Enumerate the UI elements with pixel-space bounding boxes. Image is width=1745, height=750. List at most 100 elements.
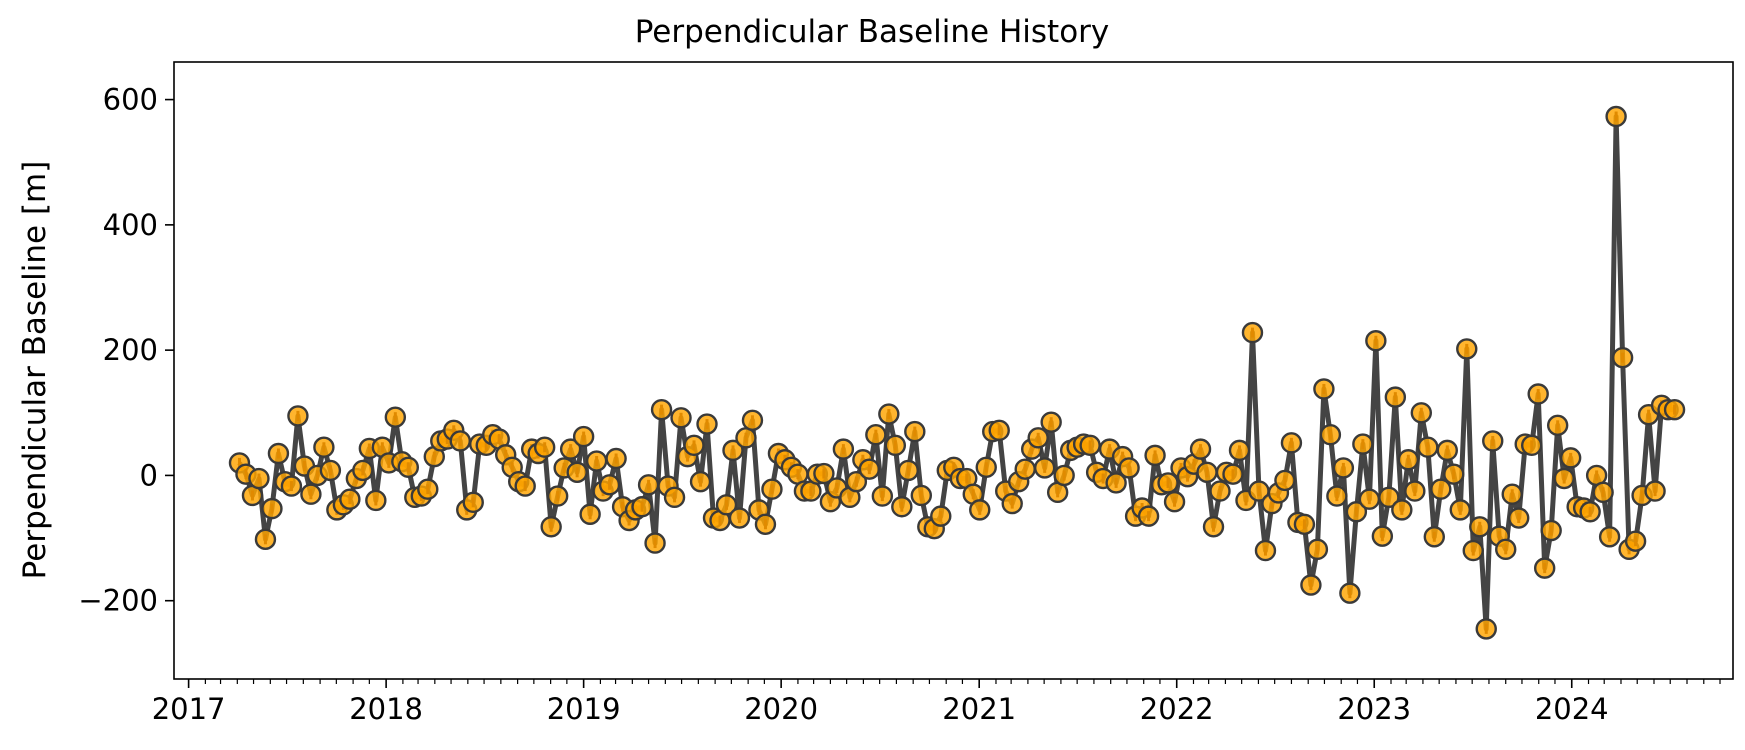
data-point bbox=[280, 475, 303, 497]
data-point bbox=[1196, 461, 1218, 483]
data-point bbox=[884, 434, 907, 457]
data-point bbox=[650, 398, 673, 421]
data-point bbox=[1579, 501, 1601, 523]
data-point bbox=[722, 439, 744, 462]
data-point bbox=[579, 503, 601, 525]
data-point bbox=[248, 467, 270, 490]
data-point bbox=[1306, 538, 1329, 561]
data-point bbox=[1508, 507, 1530, 529]
data-point bbox=[1462, 539, 1484, 562]
data-point bbox=[1592, 481, 1614, 504]
data-point bbox=[1300, 574, 1322, 596]
x-axis: 2017 2018 2019 2020 2021 2022 2023 2024 bbox=[152, 679, 1721, 726]
data-point bbox=[1469, 516, 1491, 538]
x-tick-label: 2017 bbox=[152, 692, 226, 726]
data-point bbox=[300, 483, 322, 505]
data-point bbox=[261, 497, 283, 520]
data-point bbox=[1456, 338, 1478, 360]
data-point bbox=[1319, 424, 1342, 446]
data-point bbox=[1559, 447, 1582, 469]
data-point bbox=[1144, 444, 1166, 467]
data-point bbox=[735, 427, 757, 449]
data-point bbox=[241, 484, 264, 507]
y-axis-label: Perpendicular Baseline [m] bbox=[17, 161, 53, 580]
data-point bbox=[754, 513, 777, 535]
data-point bbox=[1118, 457, 1140, 479]
data-point bbox=[1254, 539, 1277, 562]
data-point bbox=[384, 406, 407, 428]
data-point bbox=[1624, 530, 1647, 552]
data-point bbox=[813, 462, 835, 485]
data-point bbox=[930, 505, 952, 527]
x-tick-label: 2018 bbox=[349, 692, 423, 726]
data-point bbox=[891, 496, 913, 518]
data-point bbox=[1410, 402, 1433, 424]
data-point bbox=[1391, 499, 1413, 521]
data-point bbox=[1352, 433, 1374, 455]
y-tick-label: 600 bbox=[103, 83, 158, 117]
data-point bbox=[572, 425, 595, 448]
data-point bbox=[1046, 481, 1069, 504]
data-point bbox=[1326, 485, 1348, 507]
data-point bbox=[1222, 463, 1244, 485]
data-point bbox=[559, 438, 582, 460]
data-point bbox=[339, 488, 361, 510]
data-point bbox=[514, 475, 536, 497]
chart-title: Perpendicular Baseline History bbox=[635, 14, 1110, 50]
y-tick-label: −200 bbox=[78, 584, 158, 618]
data-point bbox=[1436, 439, 1458, 462]
data-point bbox=[1598, 526, 1621, 548]
x-tick-label: 2020 bbox=[744, 692, 818, 726]
plot-area bbox=[228, 105, 1686, 640]
data-point bbox=[1644, 480, 1666, 502]
data-point bbox=[1040, 411, 1062, 433]
data-point bbox=[1157, 472, 1179, 494]
data-point bbox=[696, 413, 718, 435]
data-point bbox=[1475, 618, 1497, 640]
data-point bbox=[1365, 330, 1387, 352]
data-point bbox=[1014, 458, 1036, 480]
data-point bbox=[1449, 499, 1471, 521]
x-tick-label: 2019 bbox=[547, 692, 621, 726]
data-point bbox=[1546, 414, 1569, 437]
data-point bbox=[1033, 457, 1056, 479]
data-point bbox=[1527, 383, 1549, 405]
data-point bbox=[1540, 519, 1562, 542]
data-point bbox=[287, 405, 309, 427]
data-point bbox=[397, 456, 420, 478]
data-point bbox=[1053, 464, 1075, 487]
data-point bbox=[1663, 398, 1686, 421]
data-point bbox=[1189, 438, 1212, 460]
data-point bbox=[761, 478, 783, 500]
series-line bbox=[237, 114, 1675, 632]
data-point bbox=[845, 470, 868, 493]
data-point bbox=[1533, 557, 1556, 579]
data-point bbox=[728, 507, 751, 529]
data-point bbox=[1495, 538, 1517, 561]
data-point bbox=[878, 403, 900, 425]
data-point bbox=[267, 442, 290, 465]
data-point bbox=[1430, 478, 1452, 500]
data-point bbox=[1228, 439, 1251, 462]
data-point bbox=[1482, 430, 1504, 452]
data-point bbox=[832, 438, 855, 460]
data-point bbox=[319, 459, 342, 482]
data-point bbox=[1611, 346, 1634, 369]
data-point bbox=[365, 489, 387, 512]
y-tick-label: 0 bbox=[140, 458, 158, 492]
data-point bbox=[1209, 480, 1231, 502]
x-tick-label: 2024 bbox=[1535, 692, 1609, 726]
x-tick-label: 2021 bbox=[942, 692, 1016, 726]
data-point bbox=[1423, 526, 1445, 548]
data-point bbox=[546, 485, 569, 507]
data-point bbox=[1079, 434, 1101, 457]
data-point bbox=[1001, 492, 1023, 515]
data-point bbox=[566, 461, 588, 483]
data-point bbox=[1384, 386, 1407, 408]
y-tick-label: 200 bbox=[103, 333, 158, 367]
plot-frame bbox=[173, 61, 1734, 680]
data-point bbox=[1501, 483, 1523, 505]
data-point bbox=[605, 447, 627, 470]
data-point bbox=[670, 407, 692, 429]
